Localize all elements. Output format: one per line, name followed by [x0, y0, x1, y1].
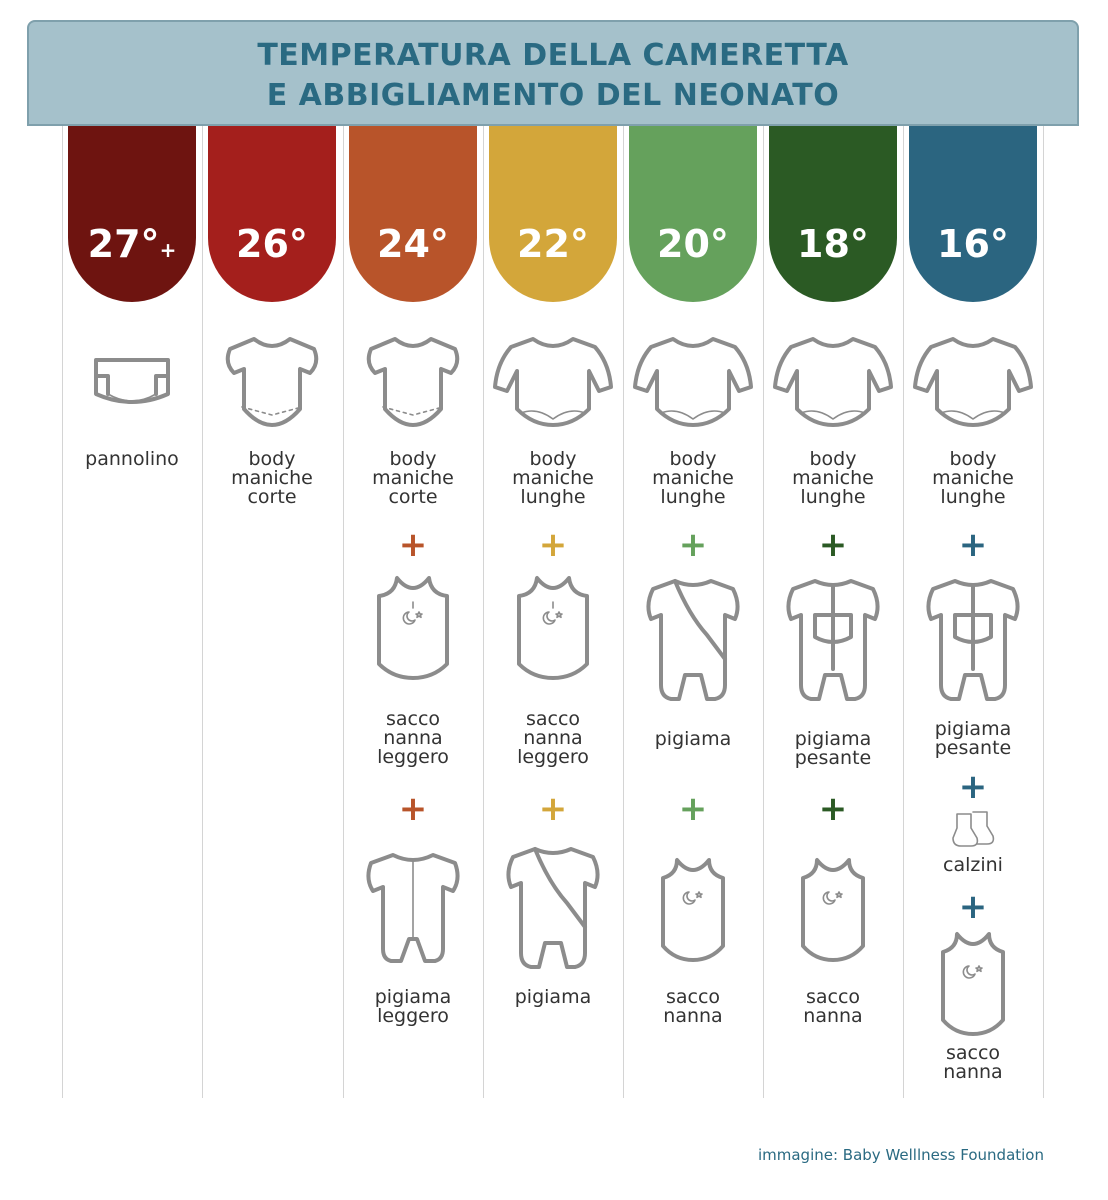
- plus-sign: +: [538, 525, 568, 565]
- temperature-tab: 26°: [208, 126, 336, 302]
- light-pajamas-icon: [366, 853, 460, 963]
- temperature-label: 26°: [208, 222, 336, 266]
- plus-sign: +: [818, 789, 848, 829]
- socks-icon: [952, 811, 995, 847]
- temperature-label: 20°: [629, 222, 757, 266]
- column-divider: [623, 126, 624, 1098]
- column-divider: [1043, 126, 1044, 1098]
- temperature-value: 22°: [517, 222, 589, 266]
- clothing-label: body maniche corte: [372, 448, 454, 508]
- temperature-value: 20°: [657, 222, 729, 266]
- clothing-label: pigiama pesante: [794, 728, 872, 769]
- temperature-value: 26°: [236, 222, 308, 266]
- temperature-value: 24°: [377, 222, 449, 266]
- clothing-label: pigiama: [654, 728, 732, 750]
- plus-sign: +: [398, 525, 428, 565]
- heavy-pajamas-icon: [786, 579, 880, 701]
- plus-sign: +: [818, 525, 848, 565]
- long-sleeve-bodysuit-icon: [633, 337, 753, 427]
- temperature-label: 22°: [489, 222, 617, 266]
- long-sleeve-bodysuit-icon: [913, 337, 1033, 427]
- short-sleeve-bodysuit-icon: [225, 337, 319, 427]
- diaper-icon: [94, 358, 170, 404]
- temperature-label: 18°: [769, 222, 897, 266]
- clothing-label: body maniche corte: [231, 448, 313, 508]
- sleeping-bag-icon: [941, 932, 1005, 1036]
- light-sleeping-bag-icon: [517, 576, 589, 680]
- temperature-tab: 22°: [489, 126, 617, 302]
- clothing-label: pigiama leggero: [374, 986, 452, 1027]
- column-divider: [903, 126, 904, 1098]
- temperature-tab: 24°: [349, 126, 477, 302]
- short-sleeve-bodysuit-icon: [366, 337, 460, 427]
- column-divider: [763, 126, 764, 1098]
- title-line-1: TEMPERATURA DELLA CAMERETTA: [257, 38, 849, 73]
- plus-sign: +: [958, 767, 988, 807]
- clothing-label: calzini: [943, 854, 1003, 876]
- column-divider: [202, 126, 203, 1098]
- clothing-label: sacco nanna: [803, 986, 863, 1027]
- title-line-2: E ABBIGLIAMENTO DEL NEONATO: [266, 78, 840, 113]
- clothing-label: sacco nanna: [663, 986, 723, 1027]
- plus-sign: +: [958, 525, 988, 565]
- long-sleeve-bodysuit-icon: [493, 337, 613, 427]
- temperature-tab: 27°+: [68, 126, 196, 302]
- temperature-value: 18°: [797, 222, 869, 266]
- clothing-label: body maniche lunghe: [652, 448, 734, 508]
- temperature-tab: 16°: [909, 126, 1037, 302]
- heavy-pajamas-icon: [926, 579, 1020, 701]
- title-banner: TEMPERATURA DELLA CAMERETTA E ABBIGLIAME…: [27, 20, 1079, 126]
- plus-sign: +: [678, 789, 708, 829]
- column-divider: [62, 126, 63, 1098]
- clothing-label: body maniche lunghe: [932, 448, 1014, 508]
- pajamas-icon: [506, 847, 600, 969]
- image-credit: immagine: Baby Welllness Foundation: [757, 1146, 1044, 1164]
- plus-sign: +: [398, 789, 428, 829]
- pajamas-icon: [646, 579, 740, 701]
- temperature-value: 27°: [87, 222, 160, 266]
- column-divider: [343, 126, 344, 1098]
- column-divider: [483, 126, 484, 1098]
- long-sleeve-bodysuit-icon: [773, 337, 893, 427]
- clothing-label: pigiama pesante: [934, 718, 1012, 759]
- sleeping-bag-icon: [801, 858, 865, 962]
- clothing-label: pigiama: [514, 986, 592, 1008]
- clothing-label: sacco nanna leggero: [377, 708, 449, 768]
- plus-sign: +: [538, 789, 568, 829]
- clothing-label: body maniche lunghe: [512, 448, 594, 508]
- clothing-label: sacco nanna leggero: [517, 708, 589, 768]
- temperature-label: 16°: [909, 222, 1037, 266]
- temperature-tab: 20°: [629, 126, 757, 302]
- temperature-label: 27°+: [68, 222, 196, 266]
- plus-sign: +: [958, 887, 988, 927]
- light-sleeping-bag-icon: [377, 576, 449, 680]
- clothing-label: pannolino: [85, 448, 179, 470]
- temperature-tab: 18°: [769, 126, 897, 302]
- plus-sign: +: [678, 525, 708, 565]
- clothing-label: body maniche lunghe: [792, 448, 874, 508]
- temperature-value: 16°: [937, 222, 1009, 266]
- temperature-label: 24°: [349, 222, 477, 266]
- clothing-label: sacco nanna: [943, 1042, 1003, 1083]
- temperature-suffix: +: [159, 238, 177, 262]
- sleeping-bag-icon: [661, 858, 725, 962]
